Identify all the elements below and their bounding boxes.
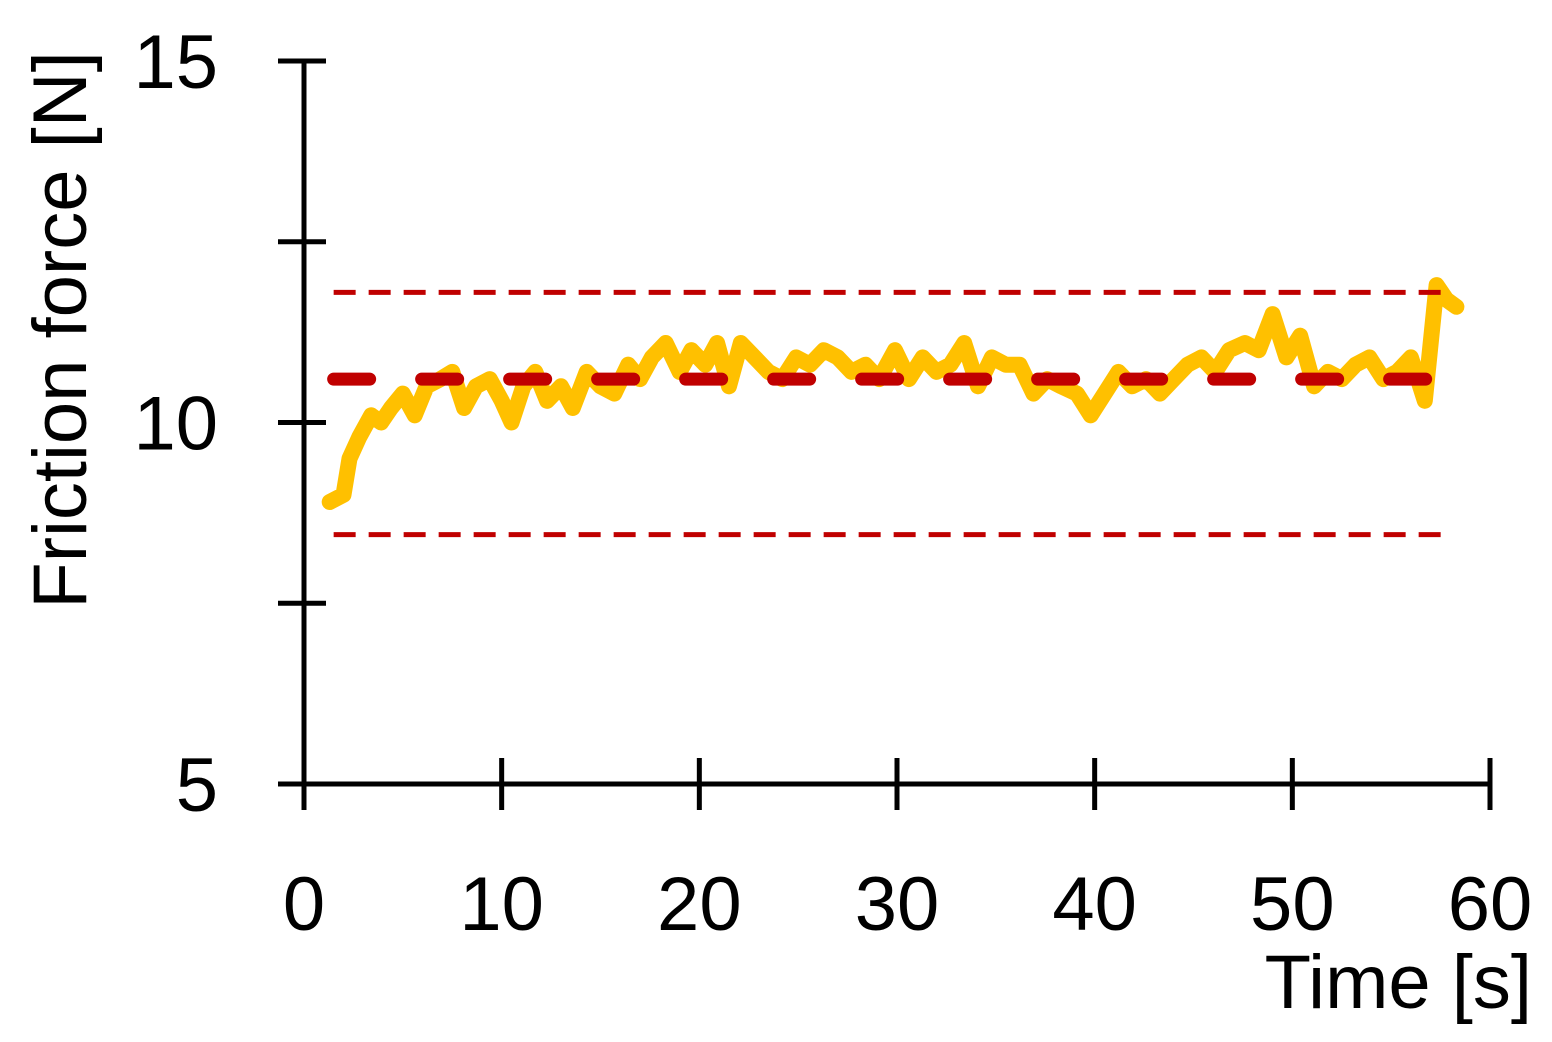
y-tick-label: 10 <box>133 382 218 467</box>
x-tick-label: 40 <box>1052 862 1137 947</box>
x-tick-label: 30 <box>855 862 940 947</box>
y-tick-label: 5 <box>176 743 218 828</box>
x-ticks: 0 10 20 30 40 50 60 <box>283 758 1532 947</box>
plot-lines <box>321 277 1465 538</box>
x-tick-label: 60 <box>1448 862 1533 947</box>
y-axis-title: Friction force [N] <box>18 51 103 608</box>
x-tick-label: 50 <box>1250 862 1335 947</box>
y-ticks: 5 10 15 <box>133 20 326 828</box>
x-axis-title: Time [s] <box>1265 940 1532 1025</box>
x-tick-label: 20 <box>657 862 742 947</box>
friction-force-line <box>321 277 1465 510</box>
x-tick-label: 0 <box>283 862 325 947</box>
axes: 5 10 15 0 10 20 30 40 50 60 <box>133 20 1532 947</box>
y-tick-label: 15 <box>133 20 218 105</box>
x-tick-label: 10 <box>459 862 544 947</box>
